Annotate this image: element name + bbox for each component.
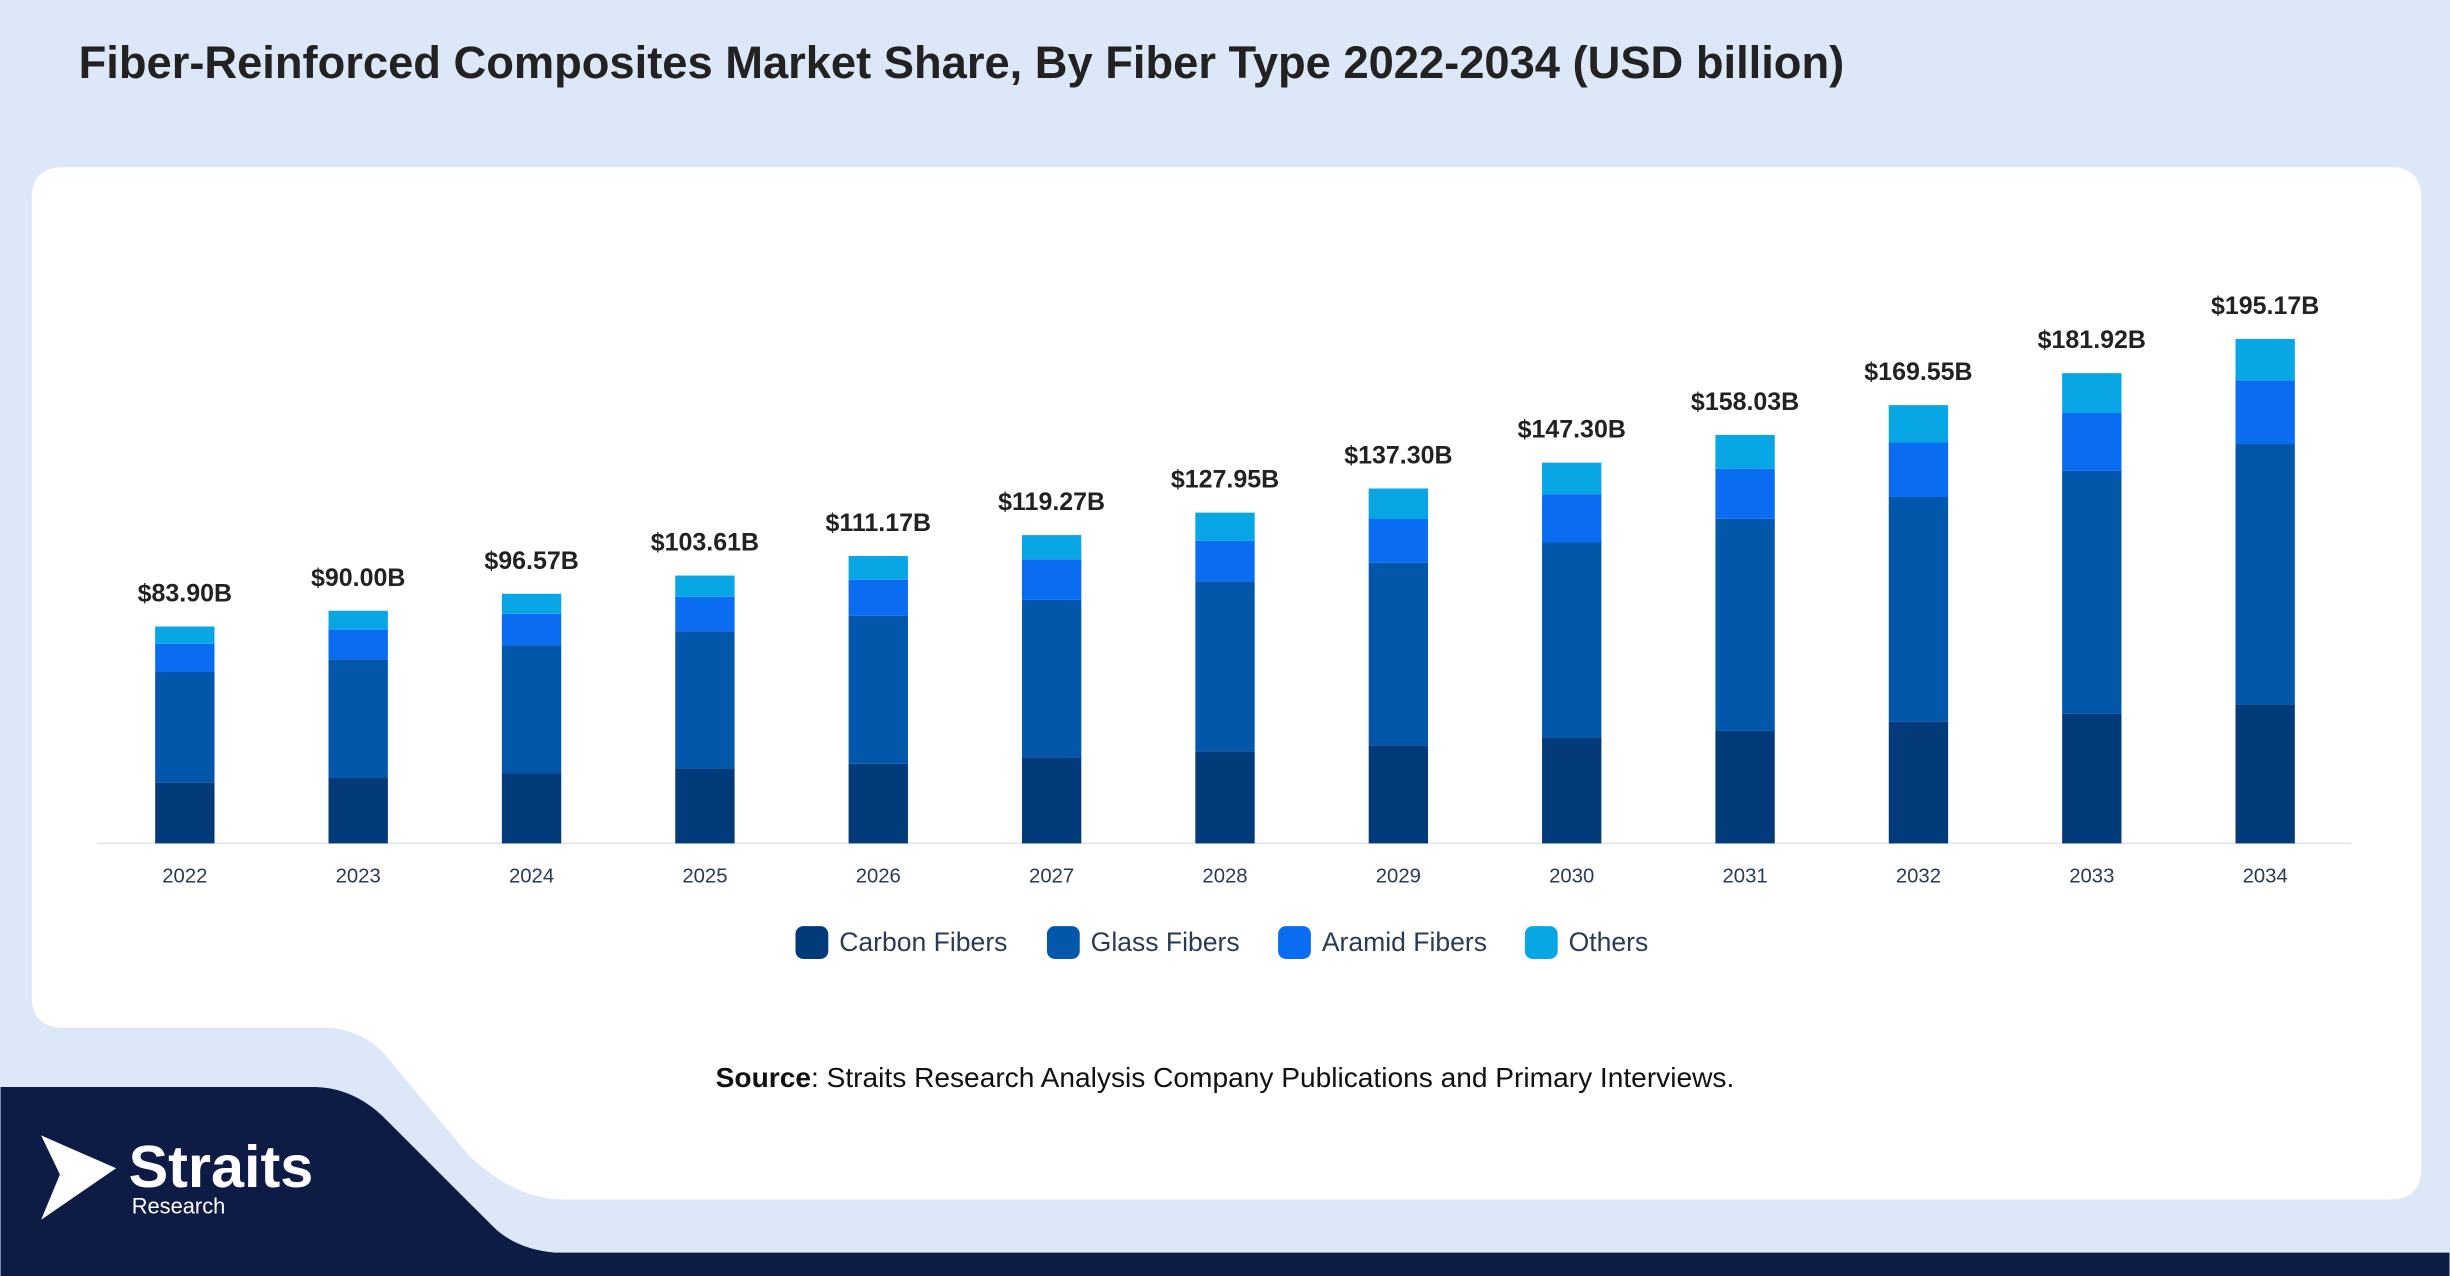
bar-segment (1542, 462, 1602, 495)
bar-segment (1715, 468, 1775, 519)
x-tick-label: 2023 (336, 865, 381, 887)
bar-segment (155, 626, 215, 644)
bar-segment (328, 610, 388, 630)
bar-segment (1368, 562, 1429, 746)
bar-segment (1542, 494, 1602, 543)
legend-label: Carbon Fibers (839, 927, 1007, 957)
bar-segment (1368, 745, 1429, 844)
bar-segment (1888, 405, 1949, 443)
bar-segment (328, 659, 388, 778)
bar-segment (1715, 434, 1775, 469)
total-label: $96.57B (484, 547, 578, 575)
total-label: $90.00B (311, 564, 405, 592)
bar-segment (1021, 559, 1082, 600)
x-tick-label: 2025 (682, 865, 727, 887)
bar-segment (2235, 704, 2295, 844)
bar-segment (501, 613, 562, 646)
bar-segment (2062, 373, 2122, 414)
bar-segment (1542, 542, 1602, 738)
legend-swatch (1046, 926, 1080, 959)
bar-segment (1021, 757, 1082, 844)
x-tick-label: 2033 (2069, 865, 2114, 887)
bar-segment (155, 643, 215, 673)
total-label: $158.03B (1691, 388, 1799, 416)
x-tick-label: 2028 (1202, 865, 1247, 887)
bar-segment (1195, 540, 1255, 582)
bar-segment (2062, 713, 2122, 844)
bar-segment (1715, 518, 1775, 731)
bar-segment (501, 645, 562, 774)
bar-segment (2235, 338, 2295, 381)
chart-title: Fiber-Reinforced Composites Market Share… (79, 37, 1845, 88)
x-tick-label: 2027 (1029, 865, 1074, 887)
bar-segment (2062, 413, 2122, 471)
total-label: $181.92B (2038, 326, 2146, 354)
logo-subtitle: Research (132, 1194, 226, 1219)
total-label: $103.61B (651, 529, 759, 557)
x-tick-label: 2034 (2243, 865, 2288, 887)
bar-segment (155, 782, 215, 844)
bar-segment (1368, 488, 1429, 519)
bar-segment (675, 768, 735, 844)
bar-segment (328, 629, 388, 660)
logo-name: Straits (129, 1133, 314, 1200)
total-label: $83.90B (138, 580, 232, 608)
bar-segment (675, 575, 735, 597)
bar-segment (155, 672, 215, 783)
total-label: $137.30B (1344, 442, 1452, 470)
legend-label: Aramid Fibers (1322, 927, 1487, 957)
bar-segment (328, 777, 388, 844)
x-tick-label: 2029 (1376, 865, 1421, 887)
x-tick-label: 2032 (1896, 865, 1941, 887)
bar-segment (675, 631, 735, 769)
source: Source: Straits Research Analysis Compan… (716, 1062, 1735, 1093)
total-label: $147.30B (1518, 416, 1626, 444)
legend-swatch (1278, 926, 1311, 959)
x-tick-label: 2030 (1549, 865, 1594, 887)
bar-segment (1195, 751, 1255, 844)
bar-segment (1888, 497, 1949, 722)
source-text: : Straits Research Analysis Company Publ… (811, 1062, 1734, 1093)
logo-icon (41, 1135, 117, 1220)
total-label: $195.17B (2211, 292, 2319, 320)
bar-segment (1888, 721, 1949, 844)
source-label: Source (716, 1062, 811, 1093)
bar-segment (1368, 518, 1429, 563)
footer-band (0, 1087, 2450, 1276)
x-tick-label: 2024 (509, 865, 554, 887)
bar-segment (848, 763, 908, 844)
bar-segment (848, 615, 908, 764)
bar-segment (501, 773, 562, 844)
bar-segment (1021, 599, 1082, 758)
x-tick-label: 2026 (856, 865, 901, 887)
total-label: $169.55B (1864, 358, 1972, 386)
bar-segment (1021, 535, 1082, 560)
legend-swatch (795, 926, 829, 959)
x-tick-label: 2031 (1723, 865, 1768, 887)
bar-segment (1888, 442, 1949, 498)
bar-segment (2235, 444, 2295, 705)
total-label: $119.27B (998, 488, 1105, 516)
total-label: $127.95B (1171, 466, 1279, 494)
bar-segment (1542, 737, 1602, 844)
bar-segment (675, 596, 735, 632)
bar-segment (1195, 512, 1255, 541)
legend-label: Glass Fibers (1091, 927, 1240, 957)
bar-segment (1195, 581, 1255, 752)
x-tick-label: 2022 (162, 865, 207, 887)
bar-segment (501, 593, 562, 614)
bar-segment (2062, 470, 2122, 714)
legend-swatch (1524, 926, 1558, 959)
bar-segment (1715, 730, 1775, 844)
bar-segment (848, 579, 908, 616)
bar-segment (848, 556, 908, 580)
total-label: $111.17B (826, 509, 932, 537)
legend-label: Others (1569, 927, 1649, 957)
bar-segment (2235, 380, 2295, 445)
